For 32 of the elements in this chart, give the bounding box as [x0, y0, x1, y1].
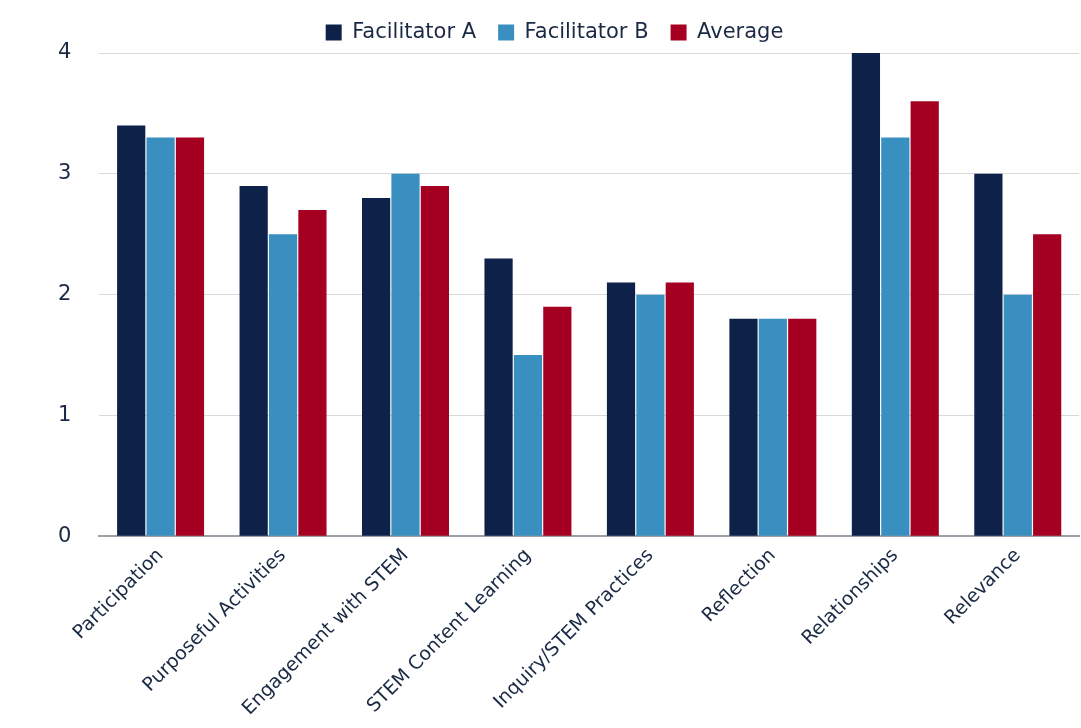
bar	[881, 137, 910, 536]
y-tick-label: 2	[57, 281, 72, 306]
bar	[391, 173, 420, 536]
bar	[758, 318, 787, 536]
bar	[729, 318, 758, 536]
bar	[910, 101, 939, 536]
bar	[636, 294, 665, 536]
bar	[298, 210, 327, 536]
bar	[851, 53, 881, 536]
bar	[606, 282, 636, 536]
bar	[420, 185, 449, 536]
bar	[117, 125, 146, 536]
bar	[484, 258, 513, 536]
bar	[543, 306, 572, 536]
y-tick-label: 3	[57, 160, 72, 185]
legend-label: Facilitator A	[352, 18, 477, 43]
bar	[239, 185, 268, 536]
y-tick-label: 4	[57, 39, 72, 64]
y-tick-label: 0	[57, 522, 72, 547]
bar	[175, 137, 205, 536]
y-tick-label: 1	[57, 401, 72, 426]
legend-label: Facilitator B	[524, 18, 649, 43]
bar	[1003, 294, 1032, 536]
bar	[268, 234, 298, 536]
bar	[1033, 234, 1062, 536]
bar	[788, 318, 817, 536]
bar	[146, 137, 175, 536]
bar	[665, 282, 694, 536]
bar	[362, 198, 391, 536]
bar	[974, 173, 1003, 536]
bar	[513, 355, 543, 536]
legend-label: Average	[697, 18, 784, 43]
